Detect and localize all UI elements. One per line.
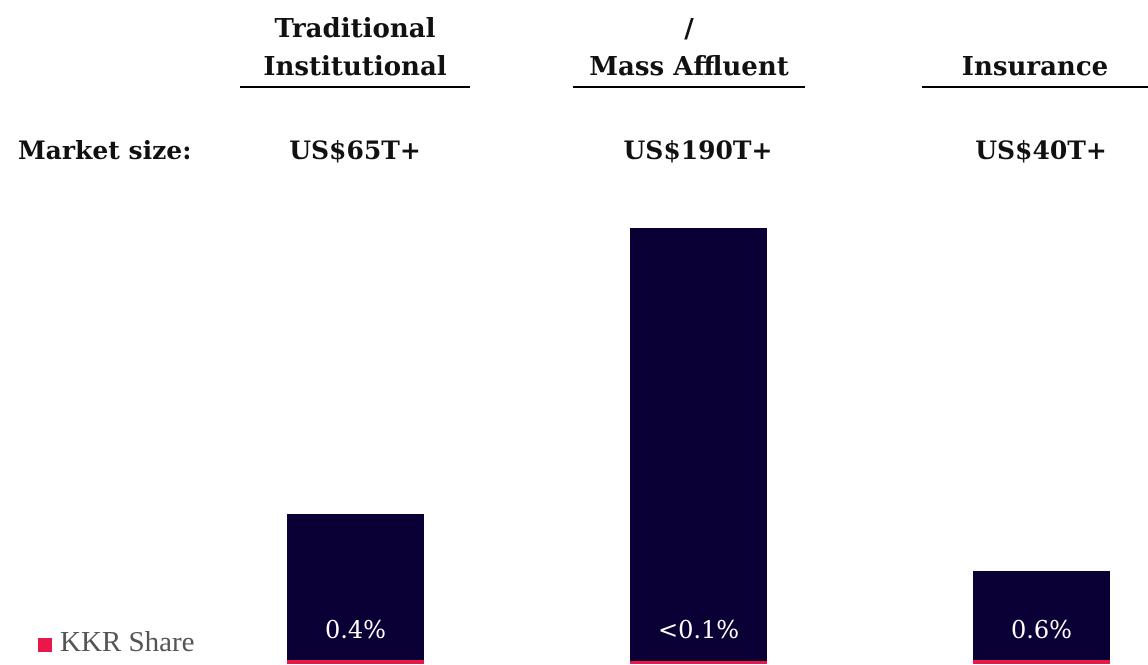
- bar: [287, 513, 424, 662]
- bar: [973, 570, 1110, 662]
- share-label: <0.1%: [657, 616, 740, 644]
- market-size-label: US$65T+: [289, 136, 421, 165]
- category-header: Insurance: [922, 0, 1148, 88]
- row-label: Market size:: [18, 136, 192, 165]
- legend-label: KKR Share: [60, 626, 195, 658]
- share-bar: [287, 660, 424, 664]
- category-header: Traditional Institutional: [240, 0, 470, 88]
- share-bar: [630, 660, 767, 664]
- market-size-label: US$40T+: [975, 136, 1107, 165]
- category-header: Private Wealth / Mass Affluent: [573, 0, 805, 88]
- market-size-label: US$190T+: [623, 136, 773, 165]
- share-label: 0.4%: [325, 616, 386, 644]
- share-label: 0.6%: [1011, 616, 1072, 644]
- share-bar: [973, 660, 1110, 664]
- legend-swatch: [38, 638, 52, 652]
- bar: [630, 228, 767, 662]
